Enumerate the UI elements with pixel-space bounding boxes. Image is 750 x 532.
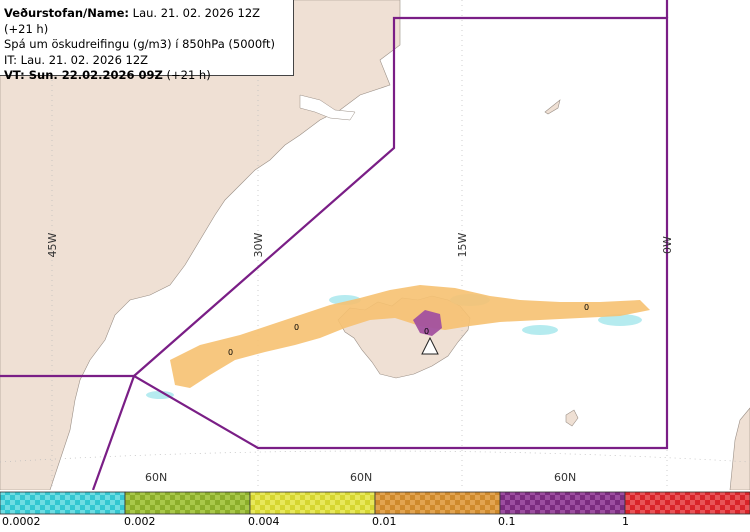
color-legend	[0, 490, 750, 532]
info-valid-offset: (+21 h)	[166, 68, 211, 82]
info-line-3: IT: Lau. 21. 02. 2026 12Z	[4, 52, 149, 67]
contour-label-2: 0	[294, 323, 299, 332]
ash-plume-high	[413, 310, 442, 336]
forecast-map: 45W 30W 15W 0W 60N 60N 60N 0 0 0 0	[0, 0, 750, 490]
legend-swatch-4	[499, 491, 626, 515]
lat-label-1: 60N	[145, 471, 167, 484]
volcano-marker-icon	[421, 336, 439, 355]
greenland-landmass	[0, 0, 401, 490]
fir-boundary	[0, 0, 669, 490]
lat-label-2: 60N	[350, 471, 372, 484]
info-line-4: VT: Sun. 22.02.2026 09Z (+21 h)	[4, 68, 289, 84]
legend-label-5: 1	[622, 515, 629, 528]
faroe-islands	[565, 409, 579, 427]
greenland-fjord	[299, 94, 356, 121]
lon-label-15w: 15W	[456, 232, 469, 257]
forecast-info-box: Veðurstofan/Name: Lau. 21. 02. 2026 12Z …	[0, 0, 294, 82]
contour-label-3: 0	[424, 327, 429, 336]
contour-label-4: 0	[584, 303, 589, 312]
legend-label-3: 0.01	[372, 515, 397, 528]
legend-label-0: 0.0002	[2, 515, 41, 528]
ash-plume-mid	[170, 285, 650, 388]
norway-coast	[729, 407, 750, 490]
legend-label-2: 0.004	[248, 515, 280, 528]
contour-label-1: 0	[228, 348, 233, 357]
legend-swatch-5	[624, 491, 750, 515]
legend-swatch-3	[374, 491, 501, 515]
legend-swatch-2	[249, 491, 376, 515]
legend-swatch-0	[0, 491, 126, 515]
legend-label-4: 0.1	[498, 515, 516, 528]
info-line-2: Spá um öskudreifingu (g/m3) í 850hPa (50…	[4, 37, 276, 51]
lon-label-30w: 30W	[252, 232, 265, 257]
lat-label-3: 60N	[554, 471, 576, 484]
info-issuer-value: Lau. 21. 02. 2026 12Z (+21 h)	[4, 6, 261, 36]
legend-swatch-1	[124, 491, 251, 515]
legend-label-1: 0.002	[124, 515, 156, 528]
lon-label-45w: 45W	[46, 232, 59, 257]
info-valid-time: VT: Sun. 22.02.2026 09Z	[4, 68, 163, 82]
lon-label-0w: 0W	[661, 236, 674, 254]
info-line-1: Veðurstofan/Name: Lau. 21. 02. 2026 12Z …	[4, 6, 289, 37]
info-issuer-label: Veðurstofan/Name:	[4, 6, 129, 20]
jan-mayen-island	[544, 99, 561, 115]
